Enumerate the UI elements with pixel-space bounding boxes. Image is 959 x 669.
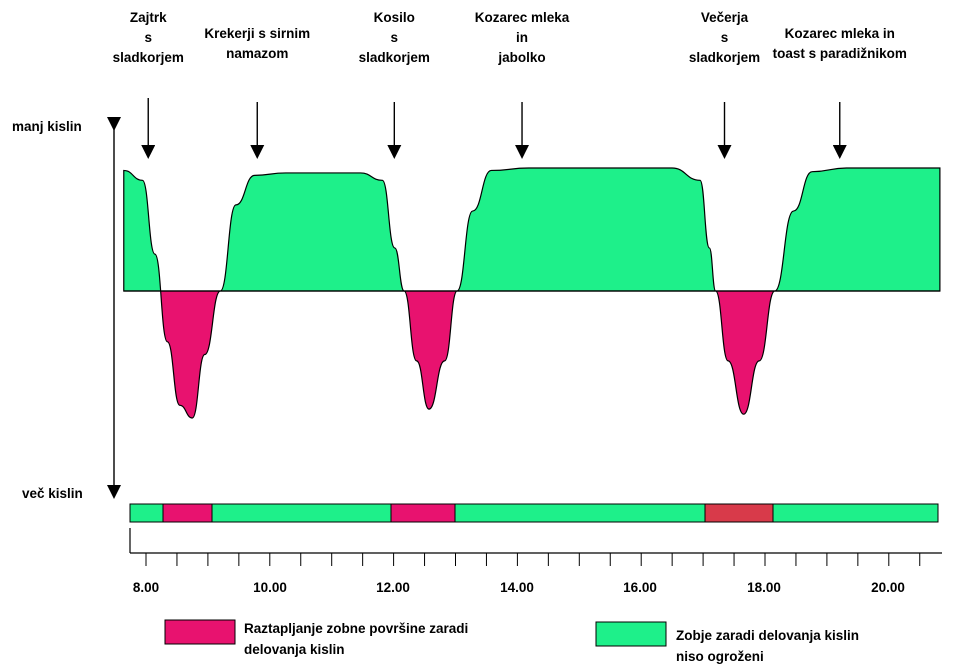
x-tick-label: 10.00 bbox=[253, 580, 287, 595]
status-segment-erosion-dark bbox=[704, 503, 774, 523]
legend-text: Zobje zaradi delovanja kislin bbox=[676, 628, 859, 643]
status-segment-safe bbox=[211, 503, 392, 523]
legend-item-erosion: Raztapljanje zobne površine zaradi delova… bbox=[164, 619, 468, 657]
meal-2: Krekerji s sirnim namazom bbox=[204, 26, 310, 159]
legend-text: niso ogroženi bbox=[676, 649, 764, 664]
meal-label-line: sladkorjem bbox=[113, 50, 184, 65]
status-segment-safe bbox=[454, 503, 706, 523]
x-tick-label: 12.00 bbox=[376, 580, 410, 595]
meal-3: Kosilo s sladkorjem bbox=[359, 10, 430, 159]
meal-4: Kozarec mleka in jabolko bbox=[475, 10, 570, 159]
meal-label-line: sladkorjem bbox=[689, 50, 760, 65]
meal-annotations: Zajtrk s sladkorjem Krekerji s sirnim namazo… bbox=[113, 10, 907, 159]
meal-label-line: Kozarec mleka bbox=[475, 10, 570, 25]
y-bottom-label: več kislin bbox=[22, 486, 83, 501]
meal-label-line: s bbox=[391, 30, 399, 45]
legend-swatch bbox=[164, 619, 236, 645]
x-tick-label: 20.00 bbox=[871, 580, 905, 595]
legend: Raztapljanje zobne površine zaradi delova… bbox=[164, 619, 859, 664]
meal-label-line: Kozarec mleka in bbox=[785, 26, 895, 41]
x-tick-label: 18.00 bbox=[747, 580, 781, 595]
x-tick-label: 8.00 bbox=[133, 580, 159, 595]
status-segment-safe bbox=[129, 503, 164, 523]
meal-label-line: Kosilo bbox=[374, 10, 415, 25]
meal-label-line: Večerja bbox=[701, 10, 749, 25]
meal-5: Večerja s sladkorjem bbox=[689, 10, 760, 159]
meal-label-line: jabolko bbox=[497, 50, 545, 65]
meal-label-line: namazom bbox=[226, 46, 288, 61]
legend-swatch bbox=[595, 621, 667, 647]
status-bar bbox=[129, 503, 939, 523]
x-tick-label: 16.00 bbox=[623, 580, 657, 595]
meal-6: Kozarec mleka in toast s paradižnikom bbox=[773, 26, 907, 159]
y-top-label: manj kislin bbox=[12, 119, 82, 134]
x-tick-label: 14.00 bbox=[500, 580, 534, 595]
status-segment-erosion bbox=[162, 503, 213, 523]
status-segment-safe bbox=[772, 503, 939, 523]
meal-label-line: in bbox=[516, 30, 528, 45]
meal-label-line: s bbox=[721, 30, 729, 45]
meal-1: Zajtrk s sladkorjem bbox=[113, 10, 184, 159]
meal-label-line: sladkorjem bbox=[359, 50, 430, 65]
acidity-curve bbox=[123, 167, 941, 419]
meal-label-line: toast s paradižnikom bbox=[773, 46, 907, 61]
legend-item-safe: Zobje zaradi delovanja kislin niso ogrože… bbox=[595, 621, 859, 664]
axes: manj kislin več kislin 8.00 10.00 12.00 14.00… bbox=[12, 117, 942, 595]
safe-area bbox=[123, 167, 940, 291]
meal-label-line: Zajtrk bbox=[130, 10, 167, 25]
legend-text: delovanja kislin bbox=[244, 642, 345, 657]
acidity-area bbox=[123, 167, 941, 419]
meal-label-line: s bbox=[144, 30, 152, 45]
meal-label-line: Krekerji s sirnim bbox=[204, 26, 310, 41]
status-segment-erosion bbox=[390, 503, 456, 523]
legend-text: Raztapljanje zobne površine zaradi bbox=[244, 621, 468, 636]
